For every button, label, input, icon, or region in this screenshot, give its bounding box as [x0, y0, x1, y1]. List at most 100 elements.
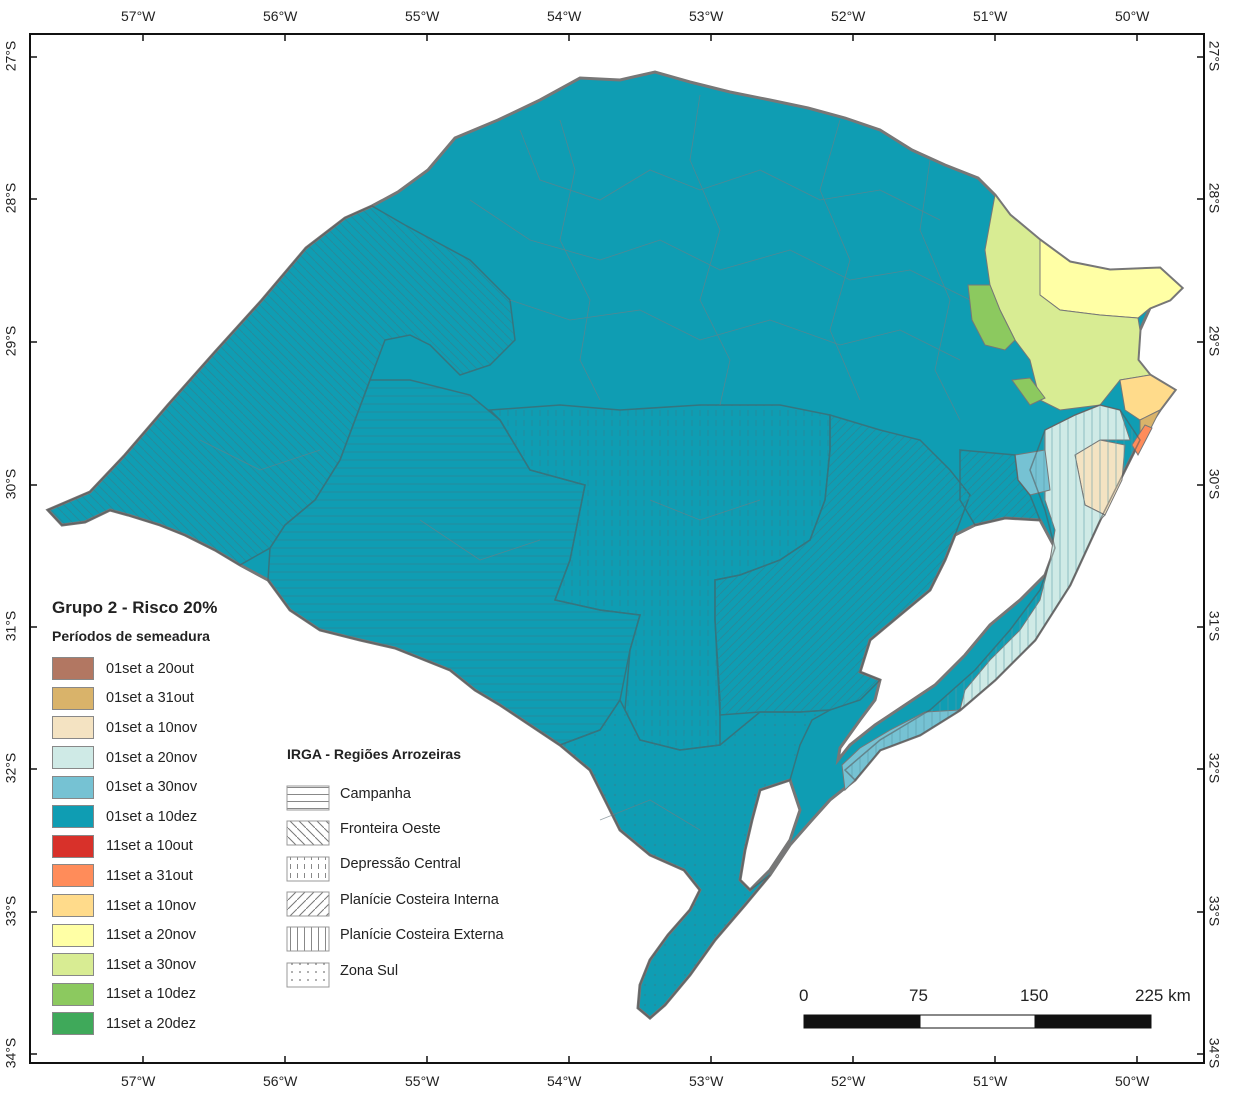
- boundary-line: [689, 94, 731, 406]
- legend-swatch: [52, 894, 94, 918]
- lon-tick-top: 50°W: [1115, 8, 1150, 24]
- lat-tick-left: 32°S: [2, 752, 19, 784]
- lat-tick-left: 31°S: [2, 610, 19, 642]
- region-planicie-costeira-externa: [843, 404, 1141, 782]
- legend-item: 01set a 20out: [52, 654, 282, 684]
- legend-item: 01set a 31out: [52, 684, 282, 714]
- legend-swatch: [52, 805, 94, 829]
- scale-seg-3: [1034, 1014, 1152, 1029]
- boundary-line: [469, 199, 971, 301]
- legend-item: 01set a 30nov: [52, 772, 282, 802]
- boundary-line: [519, 129, 941, 221]
- legend-label: 11set a 30nov: [106, 956, 197, 973]
- lat-tick-right: 32°S: [1206, 752, 1223, 784]
- legend-label: 11set a 10nov: [106, 897, 197, 914]
- map-title: Grupo 2 - Risco 20%: [52, 598, 218, 617]
- legend-label: 01set a 31out: [106, 690, 194, 707]
- legend-item: 11set a 30nov: [52, 950, 282, 980]
- irga-swatch-fronteira-oeste: [286, 820, 330, 846]
- irga-legend: IRGA - Regiões Arrozeiras Campanha Front…: [287, 746, 547, 988]
- legend-swatch: [52, 775, 94, 799]
- boundary-line: [919, 159, 961, 421]
- scale-label: 0: [799, 986, 809, 1005]
- legend-swatch: [52, 834, 94, 858]
- legend-item: 01set a 10nov: [52, 713, 282, 743]
- lat-tick-left: 33°S: [2, 895, 19, 927]
- scale-labels: 0 75 150 225 km: [780, 986, 1210, 1036]
- lat-tick-right: 31°S: [1206, 610, 1223, 642]
- legend-swatch: [52, 657, 94, 681]
- boundary-line: [199, 439, 321, 471]
- legend-swatch: [52, 1012, 94, 1036]
- legend-swatch: [52, 864, 94, 888]
- scale-label: 225 km: [1135, 986, 1191, 1005]
- lon-tick-bottom: 52°W: [831, 1073, 866, 1089]
- boundary-line: [509, 299, 961, 361]
- irga-label: Fronteira Oeste: [340, 821, 441, 838]
- irga-swatch-depressao-central: [286, 856, 330, 882]
- lat-tick-left: 30°S: [2, 468, 19, 500]
- irga-swatch-zona-sul: [286, 962, 330, 988]
- irga-label: Zona Sul: [340, 962, 399, 979]
- legend-item: 11set a 20dez: [52, 1009, 282, 1039]
- irga-legend-item: Depressão Central: [287, 847, 547, 882]
- legend-label: 11set a 20dez: [106, 1015, 197, 1032]
- boundary-line: [819, 119, 861, 401]
- irga-label: Campanha: [340, 785, 411, 802]
- boundary-line: [419, 519, 541, 561]
- lon-tick-top: 51°W: [973, 8, 1008, 24]
- zone-11set-20nov: [1039, 239, 1183, 319]
- boundary-line: [559, 119, 601, 401]
- legend-label: 11set a 10dez: [106, 986, 197, 1003]
- region-planicie-costeira-interna-b: [959, 449, 1042, 526]
- scale-label: 75: [909, 986, 928, 1005]
- legend-label: 11set a 20nov: [106, 927, 197, 944]
- lat-tick-right: 28°S: [1206, 182, 1223, 214]
- lon-tick-bottom: 53°W: [689, 1073, 724, 1089]
- legend-label: 01set a 20nov: [106, 749, 198, 766]
- lon-tick-top: 52°W: [831, 8, 866, 24]
- lon-tick-bottom: 57°W: [121, 1073, 156, 1089]
- zone-11set-10dez: [967, 284, 1016, 351]
- region-fronteira-oeste: [46, 205, 516, 566]
- irga-legend-title: IRGA - Regiões Arrozeiras: [287, 746, 462, 762]
- sowing-legend: Grupo 2 - Risco 20% Períodos de semeadur…: [52, 598, 282, 1039]
- legend-item: 11set a 31out: [52, 861, 282, 891]
- scale-label: 150: [1020, 986, 1049, 1005]
- legend-item: 11set a 10nov: [52, 891, 282, 921]
- lat-tick-right: 34°S: [1206, 1037, 1223, 1069]
- lon-tick-bottom: 56°W: [263, 1073, 298, 1089]
- legend-items: 01set a 20out 01set a 31out 01set a 10nov 0…: [52, 654, 282, 1039]
- lon-tick-bottom: 51°W: [973, 1073, 1008, 1089]
- legend-swatch: [52, 923, 94, 947]
- legend-subtitle: Períodos de semeadura: [52, 628, 210, 644]
- lon-tick-top: 57°W: [121, 8, 156, 24]
- scale-bar: [803, 1014, 1152, 1029]
- lat-tick-right: 30°S: [1206, 468, 1223, 500]
- irga-swatch-planicie-costeira-interna: [286, 891, 330, 917]
- lat-tick-right: 27°S: [1206, 40, 1223, 72]
- legend-item: 11set a 10dez: [52, 980, 282, 1010]
- irga-legend-item: Campanha: [287, 776, 547, 811]
- graticule-ticks: [29, 33, 1205, 1064]
- irga-legend-item: Zona Sul: [287, 953, 547, 988]
- legend-swatch: [52, 953, 94, 977]
- legend-item: 11set a 20nov: [52, 920, 282, 950]
- lat-tick-left: 29°S: [2, 325, 19, 357]
- irga-swatch-campanha: [286, 785, 330, 811]
- lat-tick-left: 28°S: [2, 182, 19, 214]
- legend-label: 11set a 10out: [106, 838, 193, 855]
- lon-tick-top: 54°W: [547, 8, 582, 24]
- legend-label: 11set a 31out: [106, 867, 193, 884]
- region-zona-sul: [558, 698, 831, 1019]
- legend-item: 11set a 10out: [52, 832, 282, 862]
- legend-label: 01set a 10dez: [106, 808, 198, 825]
- boundary-line: [599, 799, 701, 831]
- irga-legend-item: Fronteira Oeste: [287, 811, 547, 846]
- irga-regions: [46, 205, 1141, 1019]
- boundary-line: [649, 499, 761, 521]
- legend-swatch: [52, 982, 94, 1006]
- irga-legend-swatches: [286, 785, 330, 988]
- zone-11set-10dez-b: [1011, 377, 1046, 406]
